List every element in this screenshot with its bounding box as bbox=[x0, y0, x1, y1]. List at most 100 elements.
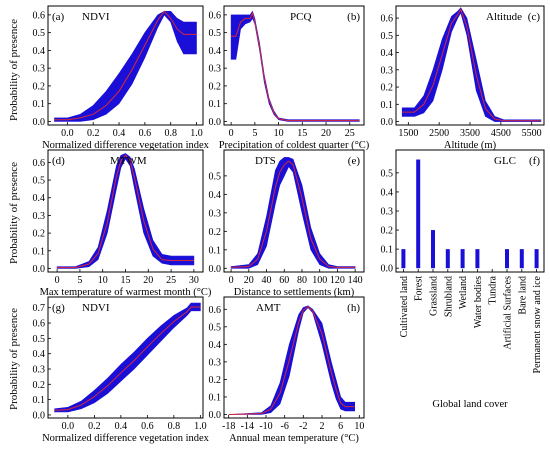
x-tick-label: 0.0 bbox=[61, 128, 74, 139]
y-tick-label: 0.1 bbox=[209, 245, 222, 256]
x-axis-title: Global land cover bbox=[432, 399, 508, 410]
x-tick-label: 1500 bbox=[398, 128, 418, 139]
panel-b: 0.0 0.1 0.2 0.3 0.4 0.5 0.6 0 5 10 15 20 25Precipita… bbox=[209, 5, 370, 151]
x-tick-label: 80 bbox=[297, 275, 307, 286]
x-tick-label: 1.0 bbox=[194, 421, 207, 432]
confidence-band bbox=[228, 305, 355, 415]
plot-frame bbox=[47, 5, 204, 126]
y-tick-label: 0.0 bbox=[33, 410, 46, 421]
panel-tag: (e) bbox=[348, 155, 361, 167]
panel-variable-name: DTS bbox=[255, 155, 276, 167]
mean-response-line bbox=[231, 11, 360, 122]
y-tick-label: 0.4 bbox=[209, 46, 222, 57]
y-tick-label: 0.5 bbox=[209, 322, 222, 333]
bar bbox=[475, 249, 480, 269]
y-tick-label: 0.6 bbox=[33, 158, 46, 169]
y-tick-label: 0.5 bbox=[33, 176, 46, 187]
mean-response-line bbox=[54, 306, 201, 411]
panel-tag: (f) bbox=[529, 155, 540, 167]
x-axis-title: Precipitation of coldest quarter (°C) bbox=[219, 140, 370, 151]
x-category-label: Tundra bbox=[488, 275, 499, 304]
panel-variable-name: MTWM bbox=[110, 155, 147, 167]
panel-variable-name: Altitude bbox=[486, 11, 522, 23]
x-category-label: Permanent snow and ice bbox=[532, 275, 543, 373]
bar bbox=[460, 249, 465, 269]
x-tick-label: 0.2 bbox=[87, 128, 100, 139]
mean-response-line bbox=[54, 10, 197, 121]
confidence-band bbox=[54, 11, 197, 122]
mean-response-line bbox=[57, 154, 194, 269]
x-tick-label: 0.2 bbox=[88, 421, 101, 432]
y-tick-label: 0.1 bbox=[33, 246, 46, 257]
bar bbox=[431, 230, 435, 269]
x-tick-label: 0.6 bbox=[139, 128, 152, 139]
x-tick-label: 0.8 bbox=[164, 128, 177, 139]
x-tick-label: 5 bbox=[252, 128, 257, 139]
panel-variable-name: NDVI bbox=[82, 11, 110, 23]
y-tick-label: 0.6 bbox=[33, 10, 46, 21]
y-tick-label: 0.3 bbox=[209, 64, 222, 75]
panel-variable-name: GLC bbox=[494, 155, 516, 167]
ylabel-row-2: Probability of presence bbox=[8, 162, 20, 264]
y-tick-label: 0.4 bbox=[209, 190, 222, 201]
x-tick-label: 5500 bbox=[522, 128, 542, 139]
y-tick-label: 0.0 bbox=[381, 117, 394, 128]
y-tick-label: 0.0 bbox=[209, 117, 222, 128]
panel-tag: (b) bbox=[347, 11, 360, 23]
y-tick-label: 0.1 bbox=[33, 395, 46, 406]
panel-c: 0.0 0.1 0.2 0.3 0.4 0.5 0.6 1500 2500 3500 4500 550… bbox=[381, 5, 545, 151]
x-tick-label: 40 bbox=[262, 275, 272, 286]
y-tick-label: 0.4 bbox=[33, 46, 46, 57]
y-tick-label: 0.2 bbox=[209, 375, 222, 386]
panel-variable-name: NDVI bbox=[82, 302, 110, 314]
y-tick-label: 0.3 bbox=[209, 208, 222, 219]
panel-tag: (c) bbox=[528, 11, 541, 23]
x-tick-label: 120 bbox=[330, 275, 345, 286]
y-tick-label: 0.3 bbox=[33, 64, 46, 75]
x-axis-title: Normalized difference vegetation index bbox=[42, 433, 210, 444]
x-axis-title: Max temperature of warmest month (°C) bbox=[40, 287, 212, 298]
y-tick-label: 0.4 bbox=[209, 340, 222, 351]
x-tick-label: -14 bbox=[241, 421, 254, 432]
x-axis-title: Normalized difference vegetation index bbox=[42, 140, 210, 151]
x-tick-label: 25 bbox=[166, 275, 176, 286]
y-tick-label: 0.1 bbox=[209, 392, 222, 403]
confidence-band bbox=[56, 153, 195, 269]
x-tick-label: 2 bbox=[320, 421, 325, 432]
bar bbox=[519, 249, 524, 269]
x-tick-label: 0.6 bbox=[141, 421, 154, 432]
y-tick-label: 0.5 bbox=[33, 28, 46, 39]
x-tick-label: 2500 bbox=[429, 128, 449, 139]
x-tick-label: 0.8 bbox=[168, 421, 181, 432]
y-tick-label: 0.1 bbox=[381, 245, 394, 256]
y-tick-label: 0.4 bbox=[381, 48, 394, 59]
x-category-label: Grassland bbox=[429, 276, 440, 316]
x-tick-label: 0 bbox=[55, 275, 60, 286]
confidence-band bbox=[230, 157, 356, 269]
y-tick-label: 0.3 bbox=[33, 211, 46, 222]
y-tick-label: 0.3 bbox=[209, 357, 222, 368]
x-tick-label: 0.0 bbox=[62, 421, 75, 432]
x-axis-title: Altitude (m) bbox=[444, 140, 497, 151]
plot-frame bbox=[47, 296, 204, 419]
mean-response-line bbox=[228, 305, 355, 415]
y-tick-label: 0.7 bbox=[33, 303, 46, 314]
x-tick-label: 20 bbox=[143, 275, 153, 286]
x-tick-label: 0.4 bbox=[113, 128, 126, 139]
x-category-label: Cultivated land bbox=[399, 276, 410, 337]
x-tick-label: 0.4 bbox=[115, 421, 128, 432]
panel-f: 0.0 0.1 0.2 0.3 0.4 0.5 Cultivated land Forest G… bbox=[381, 149, 545, 410]
y-tick-label: 0.0 bbox=[381, 264, 394, 275]
x-category-label: Shrubland bbox=[443, 276, 454, 317]
y-tick-label: 0.3 bbox=[381, 65, 394, 76]
confidence-band bbox=[230, 10, 360, 122]
x-tick-label: 100 bbox=[312, 275, 327, 286]
y-tick-label: 0.2 bbox=[33, 380, 46, 391]
panel-tag: (h) bbox=[347, 302, 360, 314]
y-tick-label: 0.2 bbox=[209, 227, 222, 238]
x-tick-label: 20 bbox=[321, 128, 331, 139]
x-tick-label: 0 bbox=[229, 128, 234, 139]
y-tick-label: 0.0 bbox=[209, 264, 222, 275]
bar bbox=[416, 159, 421, 269]
plot-frame bbox=[223, 296, 365, 419]
